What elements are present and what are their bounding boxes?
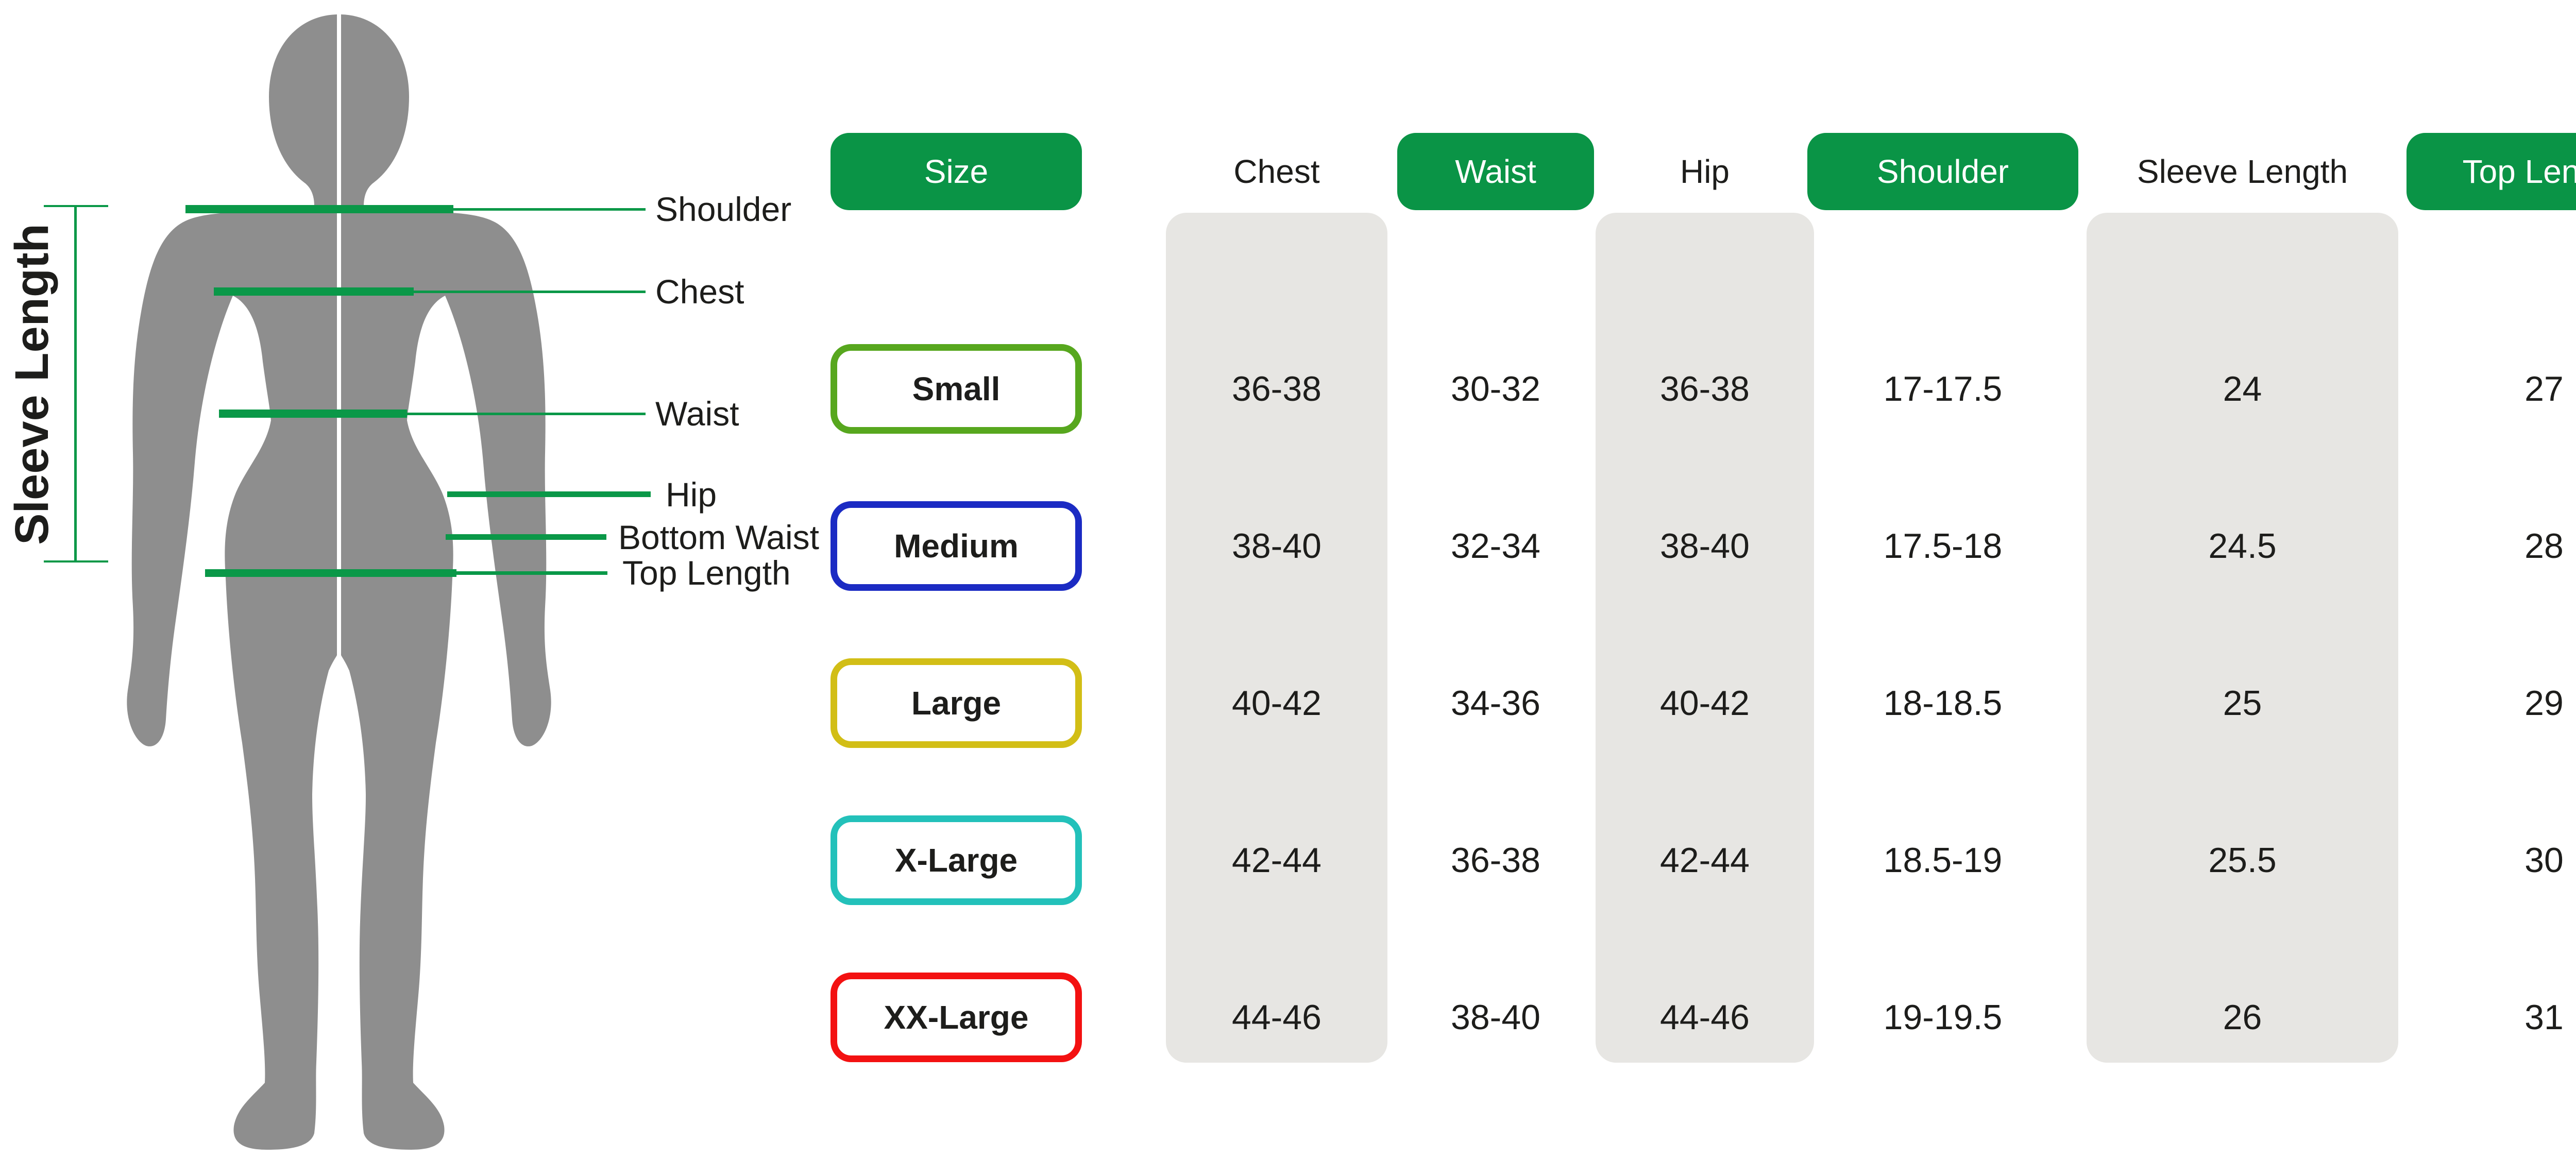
sleeve-tick-top-line	[44, 205, 108, 207]
shoulder-line-thin	[452, 208, 646, 211]
value-cell-x-large-sleeve-length: 25.5	[2208, 841, 2277, 880]
value-cell-small-waist: 30-32	[1451, 369, 1540, 408]
column-band-sleeve-length	[2087, 213, 2398, 1063]
value-cell-x-large-top-length: 30	[2524, 841, 2564, 880]
sleeve-vertical-line	[74, 206, 77, 563]
bottom-waist-line	[446, 534, 606, 540]
waist-line-thin	[406, 413, 646, 415]
sleeve-tick-bottom-line	[44, 560, 108, 563]
value-cell-x-large-hip: 42-44	[1660, 841, 1750, 880]
top-length-line-thin	[455, 571, 607, 575]
chest-label: Chest	[655, 272, 744, 311]
value-cell-x-large-chest: 42-44	[1232, 841, 1321, 880]
value-cell-large-top-length: 29	[2524, 684, 2564, 723]
value-cell-x-large-waist: 36-38	[1451, 841, 1540, 880]
waist-line-thick	[219, 410, 407, 418]
value-cell-small-top-length: 27	[2524, 369, 2564, 408]
value-cell-medium-sleeve-length: 24.5	[2208, 526, 2277, 566]
value-cell-large-waist: 34-36	[1451, 684, 1540, 723]
size-button-medium[interactable]: Medium	[831, 501, 1082, 591]
value-cell-xx-large-top-length: 31	[2524, 998, 2564, 1037]
value-cell-medium-shoulder: 17.5-18	[1883, 526, 2003, 566]
value-cell-small-hip: 36-38	[1660, 369, 1750, 408]
value-cell-large-sleeve-length: 25	[2223, 684, 2262, 723]
value-cell-xx-large-shoulder: 19-19.5	[1883, 998, 2003, 1037]
size-button-small[interactable]: Small	[831, 344, 1082, 434]
size-header-text: Size	[924, 153, 989, 190]
column-header-shoulder: Shoulder	[1807, 133, 2078, 210]
bottom-waist-label: Bottom Waist	[618, 518, 819, 556]
column-header-hip: Hip	[1596, 133, 1814, 210]
value-cell-large-hip: 40-42	[1660, 684, 1750, 723]
size-button-xx-large[interactable]: XX-Large	[831, 973, 1082, 1062]
size-button-x-large[interactable]: X-Large	[831, 815, 1082, 905]
size-column-header: Size	[831, 133, 1082, 210]
body-silhouette	[127, 14, 551, 1150]
value-cell-medium-waist: 32-34	[1451, 526, 1540, 566]
value-cell-x-large-shoulder: 18.5-19	[1883, 841, 2003, 880]
value-cell-small-sleeve-length: 24	[2223, 369, 2262, 408]
value-cell-xx-large-waist: 38-40	[1451, 998, 1540, 1037]
top-length-line-thick	[205, 569, 456, 577]
value-cell-large-shoulder: 18-18.5	[1883, 684, 2003, 723]
column-header-chest: Chest	[1166, 133, 1387, 210]
value-cell-medium-chest: 38-40	[1232, 526, 1321, 566]
chest-line-thick	[214, 287, 414, 296]
shoulder-line-thick	[185, 205, 453, 213]
value-cell-xx-large-sleeve-length: 26	[2223, 998, 2262, 1037]
column-band-chest	[1166, 213, 1387, 1063]
chest-line-thin	[412, 291, 646, 293]
top-length-label: Top Length	[622, 554, 791, 592]
column-header-sleeve-length: Sleeve Length	[2087, 133, 2398, 210]
column-header-top-length: Top Length	[2406, 133, 2576, 210]
hip-label: Hip	[666, 475, 717, 514]
value-cell-medium-top-length: 28	[2524, 526, 2564, 566]
value-cell-small-shoulder: 17-17.5	[1883, 369, 2003, 408]
value-cell-small-chest: 36-38	[1232, 369, 1321, 408]
value-cell-xx-large-chest: 44-46	[1232, 998, 1321, 1037]
column-band-hip	[1596, 213, 1814, 1063]
column-header-waist: Waist	[1397, 133, 1594, 210]
shoulder-label: Shoulder	[655, 190, 792, 228]
size-button-large[interactable]: Large	[831, 658, 1082, 748]
sleeve-length-label: Sleeve Length	[6, 224, 58, 545]
value-cell-xx-large-hip: 44-46	[1660, 998, 1750, 1037]
value-cell-large-chest: 40-42	[1232, 684, 1321, 723]
hip-line	[447, 491, 651, 497]
waist-label: Waist	[655, 395, 739, 433]
value-cell-medium-hip: 38-40	[1660, 526, 1750, 566]
